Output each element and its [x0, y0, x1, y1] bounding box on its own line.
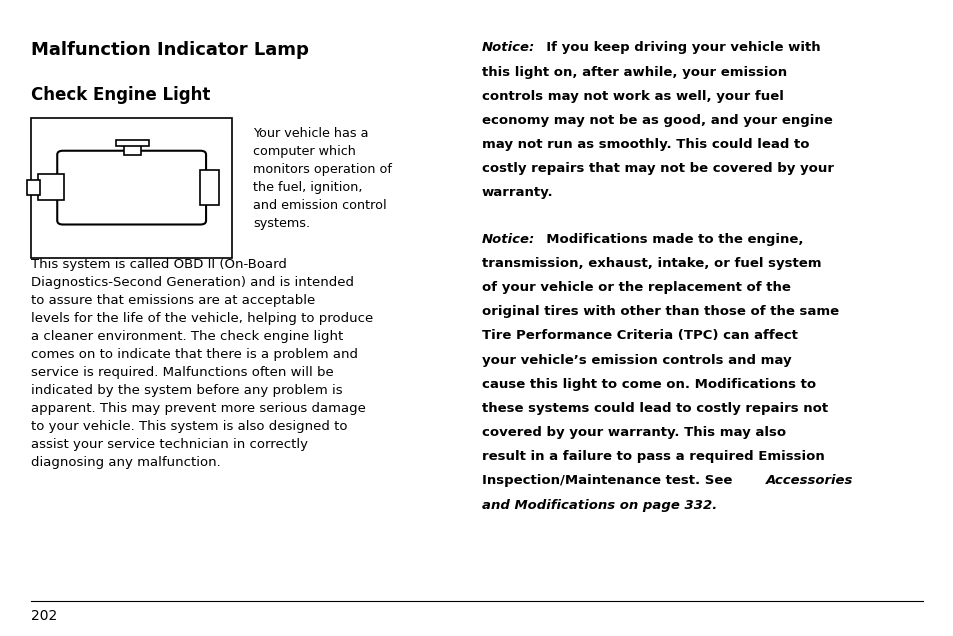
- Text: result in a failure to pass a required Emission: result in a failure to pass a required E…: [481, 450, 823, 463]
- Bar: [27, 180, 40, 195]
- Bar: [38, 174, 64, 200]
- Bar: [116, 140, 149, 146]
- Text: Your vehicle has a
computer which
monitors operation of
the fuel, ignition,
and : Your vehicle has a computer which monito…: [253, 127, 392, 230]
- Text: these systems could lead to costly repairs not: these systems could lead to costly repai…: [481, 402, 827, 415]
- Text: costly repairs that may not be covered by your: costly repairs that may not be covered b…: [481, 162, 833, 175]
- Text: Accessories: Accessories: [765, 474, 853, 487]
- Text: warranty.: warranty.: [481, 186, 553, 199]
- Text: Notice:: Notice:: [481, 41, 535, 54]
- Text: your vehicle’s emission controls and may: your vehicle’s emission controls and may: [481, 354, 791, 366]
- Text: Modifications made to the engine,: Modifications made to the engine,: [537, 233, 802, 245]
- Text: of your vehicle or the replacement of the: of your vehicle or the replacement of th…: [481, 281, 790, 294]
- Bar: [200, 170, 219, 205]
- Text: transmission, exhaust, intake, or fuel system: transmission, exhaust, intake, or fuel s…: [481, 257, 821, 270]
- Text: this light on, after awhile, your emission: this light on, after awhile, your emissi…: [481, 66, 786, 78]
- Bar: [124, 143, 141, 155]
- Text: cause this light to come on. Modifications to: cause this light to come on. Modificatio…: [481, 378, 815, 391]
- Text: 202: 202: [31, 609, 58, 623]
- Text: controls may not work as well, your fuel: controls may not work as well, your fuel: [481, 90, 782, 102]
- Text: covered by your warranty. This may also: covered by your warranty. This may also: [481, 426, 785, 439]
- Text: Inspection/Maintenance test. See: Inspection/Maintenance test. See: [481, 474, 736, 487]
- Text: Tire Performance Criteria (TPC) can affect: Tire Performance Criteria (TPC) can affe…: [481, 329, 797, 342]
- Text: may not run as smoothly. This could lead to: may not run as smoothly. This could lead…: [481, 138, 808, 151]
- Bar: [31, 118, 232, 258]
- Text: Check Engine Light: Check Engine Light: [31, 86, 211, 104]
- Text: Notice:: Notice:: [481, 233, 535, 245]
- Text: This system is called OBD II (On-Board
Diagnostics-Second Generation) and is int: This system is called OBD II (On-Board D…: [31, 258, 374, 469]
- Text: economy may not be as good, and your engine: economy may not be as good, and your eng…: [481, 114, 832, 127]
- Text: Malfunction Indicator Lamp: Malfunction Indicator Lamp: [31, 41, 309, 59]
- Text: If you keep driving your vehicle with: If you keep driving your vehicle with: [537, 41, 820, 54]
- FancyBboxPatch shape: [57, 151, 206, 225]
- Text: original tires with other than those of the same: original tires with other than those of …: [481, 305, 838, 318]
- Text: and Modifications on page 332.: and Modifications on page 332.: [481, 499, 717, 511]
